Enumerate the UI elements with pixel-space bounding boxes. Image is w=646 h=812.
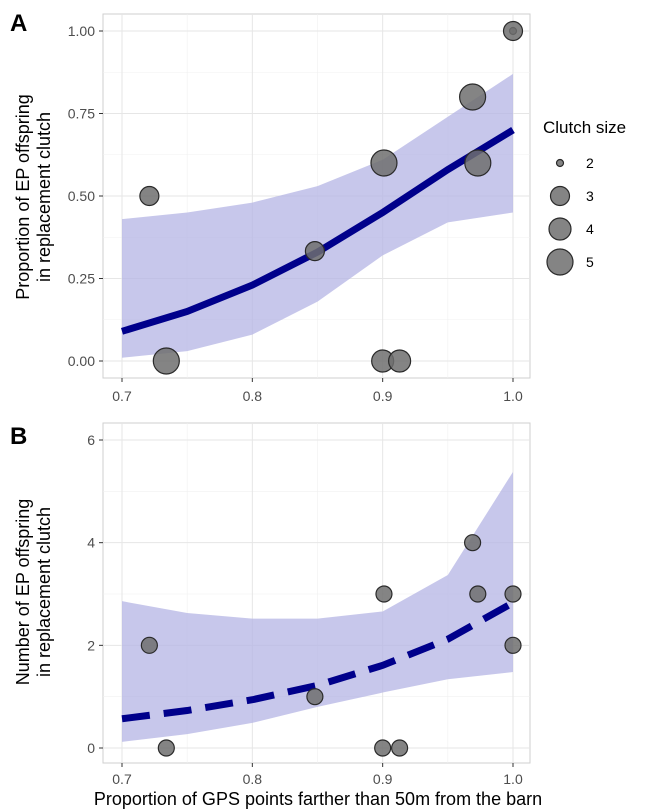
legend-key-circle — [548, 217, 572, 241]
panel-a-y-ticks: 0.00 0.25 0.50 0.75 1.00 — [68, 23, 103, 369]
y-tick-label: 0.00 — [68, 353, 95, 369]
y-tick-label: 0.50 — [68, 188, 95, 204]
legend-label: 5 — [586, 254, 594, 270]
x-tick-label: 0.8 — [243, 388, 263, 404]
panel-b-confidence-band — [122, 471, 513, 742]
legend-title: Clutch size — [543, 118, 626, 137]
legend-label: 2 — [586, 155, 594, 171]
data-point — [464, 149, 492, 177]
data-point — [463, 534, 482, 552]
legend-key-circle — [549, 185, 571, 207]
x-tick-label: 1.0 — [503, 388, 523, 404]
legend-entries: 2 3 4 5 — [546, 155, 594, 276]
x-tick-label: 0.7 — [112, 388, 132, 404]
x-tick-label: 0.9 — [373, 771, 393, 787]
data-point — [469, 585, 487, 603]
data-point — [504, 636, 522, 654]
panel-b-y-axis-title-line2: in replacement clutch — [34, 507, 54, 677]
data-point — [388, 349, 412, 373]
legend-label: 3 — [586, 188, 594, 204]
y-tick-label: 0.25 — [68, 271, 95, 287]
panel-a-points — [139, 20, 524, 375]
panel-a-letter: A — [10, 10, 27, 37]
x-tick-label: 1.0 — [503, 771, 523, 787]
legend-key-circle — [555, 158, 565, 168]
data-point — [139, 185, 160, 207]
data-point — [152, 347, 180, 375]
y-tick-label: 0.75 — [68, 106, 95, 122]
data-point — [374, 739, 392, 757]
panel-b: 0 2 4 6 0.7 0.8 0.9 1.0 Number of EP offspring… — [13, 422, 542, 809]
data-point — [391, 739, 409, 757]
y-tick-label: 4 — [87, 535, 95, 551]
data-point — [304, 241, 325, 262]
fit-line-path — [121, 599, 515, 723]
data-point — [306, 688, 324, 706]
panel-a-confidence-band — [122, 73, 513, 358]
data-point — [502, 20, 524, 42]
x-tick-label: 0.7 — [112, 771, 132, 787]
x-tick-label: 0.9 — [373, 388, 393, 404]
confidence-band-area — [122, 73, 513, 358]
y-tick-label: 2 — [87, 637, 95, 653]
y-tick-label: 1.00 — [68, 23, 95, 39]
panel-b-fit-line — [121, 599, 515, 723]
panel-b-letter: B — [10, 423, 27, 450]
panel-a-x-ticks: 0.7 0.8 0.9 1.0 — [112, 378, 523, 404]
data-point — [375, 585, 393, 603]
y-tick-label: 0 — [87, 740, 95, 756]
data-point — [504, 585, 522, 603]
x-tick-label: 0.8 — [243, 771, 263, 787]
x-axis-title: Proportion of GPS points farther than 50… — [94, 789, 542, 809]
confidence-band-area — [122, 471, 513, 742]
panel-b-x-ticks: 0.7 0.8 0.9 1.0 — [112, 763, 523, 787]
data-point — [157, 739, 175, 757]
panel-a-y-axis-title-line1: Proportion of EP offspring — [13, 94, 33, 299]
data-point — [458, 83, 487, 111]
panel-b-y-ticks: 0 2 4 6 — [87, 432, 103, 756]
panel-b-points — [140, 534, 522, 757]
data-point — [140, 636, 158, 654]
panel-a-y-axis-title-line2: in replacement clutch — [34, 112, 54, 282]
legend: Clutch size 2 3 4 5 — [543, 118, 626, 276]
legend-label: 4 — [586, 221, 594, 237]
legend-key-circle — [546, 248, 574, 276]
panel-b-y-axis-title-line1: Number of EP offspring — [13, 499, 33, 685]
data-point — [370, 149, 398, 177]
panel-a: 0.00 0.25 0.50 0.75 1.00 0.7 0.8 0.9 1.0 Propor… — [13, 13, 531, 404]
y-tick-label: 6 — [87, 432, 95, 448]
